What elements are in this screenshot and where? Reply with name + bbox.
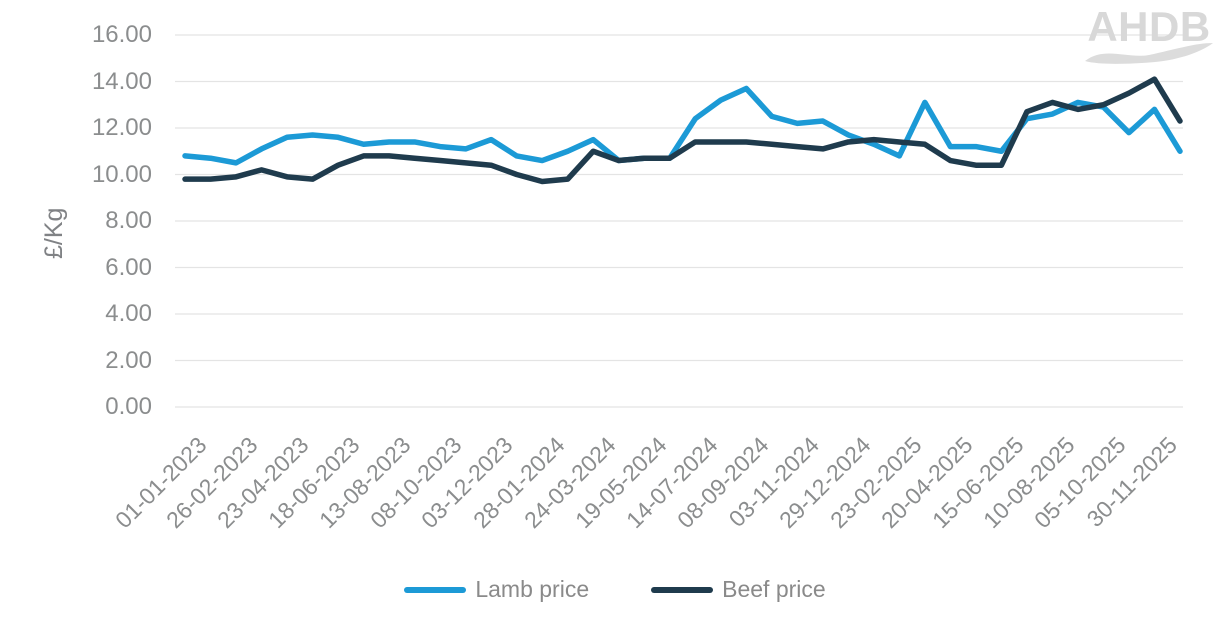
y-axis-title: £/Kg — [40, 207, 68, 259]
lamb-price-swatch — [404, 586, 467, 593]
y-tick-label: 14.00 — [91, 67, 152, 95]
legend-item-beef-price: Beef price — [651, 576, 826, 603]
legend-item-lamb-price: Lamb price — [404, 576, 589, 603]
y-tick-label: 0.00 — [105, 393, 152, 420]
ahdb-logo: AHDB — [1082, 6, 1216, 65]
legend-label-beef-price: Beef price — [722, 576, 826, 602]
y-tick-label: 16.00 — [91, 21, 152, 48]
y-tick-label: 12.00 — [91, 114, 152, 141]
y-tick-label: 2.00 — [105, 346, 152, 374]
ahdb-logo-text: AHDB — [1087, 3, 1211, 50]
ahdb-logo-wave-icon — [1085, 43, 1213, 64]
beef-price-swatch — [651, 586, 714, 593]
legend-label-lamb-price: Lamb price — [475, 576, 590, 602]
y-tick-label: 6.00 — [105, 253, 152, 281]
y-tick-label: 8.00 — [105, 207, 152, 234]
y-tick-label: 10.00 — [91, 160, 152, 188]
legend: Lamb price Beef price — [0, 576, 1230, 603]
beef-price-line — [182, 76, 1183, 185]
y-tick-label: 4.00 — [105, 300, 152, 327]
